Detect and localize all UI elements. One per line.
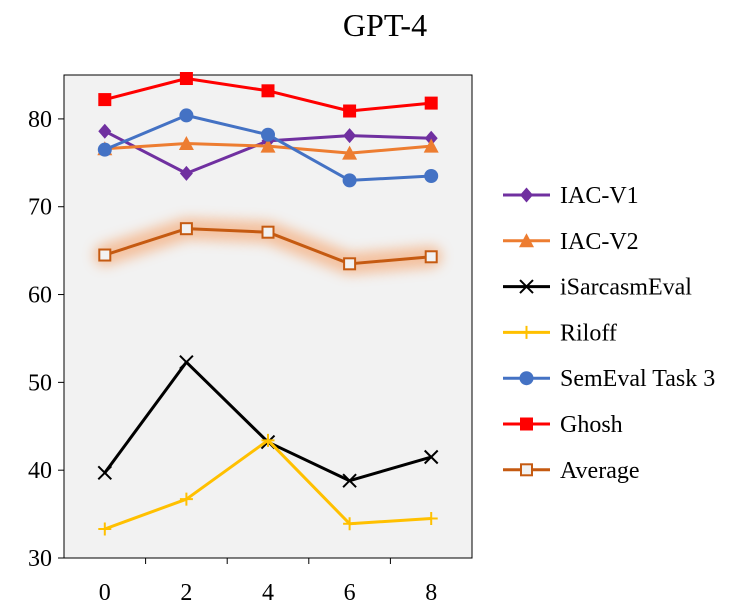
data-point [98, 522, 112, 536]
data-point [179, 222, 193, 236]
legend-marker [519, 371, 534, 386]
data-point [97, 465, 113, 481]
legend-item-ghosh: Ghosh [503, 412, 623, 438]
chart-title: GPT-4 [343, 7, 427, 43]
data-point [342, 173, 357, 188]
data-point [179, 165, 193, 181]
data-point [424, 168, 439, 183]
data-point [179, 354, 194, 370]
y-tick-label: 30 [28, 546, 52, 572]
y-tick-label: 40 [28, 458, 52, 484]
legend-marker [519, 279, 534, 294]
legend: IAC-V1 IAC-V2 iSarcasmEval Riloff SemEval Ta… [503, 183, 715, 484]
legend-item-semeval-task-3: SemEval Task 3 [503, 366, 715, 392]
legend-marker [520, 187, 533, 203]
legend-item-riloff: Riloff [503, 320, 617, 346]
data-point [98, 123, 112, 139]
x-tick-label: 2 [180, 580, 192, 606]
legend-marker [520, 463, 533, 477]
data-point [261, 84, 275, 98]
legend-label: IAC-V2 [560, 229, 639, 255]
legend-label: Average [560, 458, 640, 484]
data-point [424, 96, 438, 110]
data-point [261, 127, 275, 142]
data-point [98, 93, 112, 107]
y-tick-label: 80 [28, 107, 52, 133]
x-tick-label: 6 [344, 580, 356, 606]
legend-label: Riloff [560, 320, 617, 346]
y-tick-label: 50 [28, 370, 52, 396]
data-point [261, 225, 275, 239]
data-point [178, 135, 194, 150]
x-tick-label: 8 [425, 580, 437, 606]
data-point [423, 138, 439, 153]
data-point [179, 108, 194, 123]
data-point [179, 72, 193, 86]
x-axis: 0 2 4 6 8 [99, 558, 437, 606]
data-point [424, 250, 438, 264]
data-point [343, 257, 357, 271]
data-point [179, 492, 193, 506]
legend-label: SemEval Task 3 [560, 366, 715, 392]
series-average [93, 217, 443, 275]
series-semeval-task-3 [97, 108, 439, 188]
data-point [343, 128, 357, 144]
legend-label: IAC-V1 [560, 183, 639, 209]
data-point [342, 473, 357, 488]
legend-label: Ghosh [560, 412, 623, 438]
data-point [423, 449, 439, 465]
legend-item-isarcasmeval: iSarcasmEval [503, 275, 692, 301]
x-tick-label: 0 [99, 580, 111, 606]
data-point [260, 138, 276, 153]
data-point [424, 130, 438, 146]
data-point [98, 248, 112, 262]
data-point [261, 433, 275, 447]
y-axis: 30 40 50 60 70 80 [28, 107, 64, 572]
legend-marker [519, 233, 534, 248]
legend-label: iSarcasmEval [560, 275, 692, 301]
y-tick-label: 70 [28, 195, 52, 221]
plot-area [63, 74, 473, 559]
data-point [343, 517, 357, 531]
series-layer [93, 72, 443, 536]
data-point [424, 511, 438, 525]
legend-item-iac-v1: IAC-V1 [503, 183, 639, 209]
series-ghosh [98, 72, 438, 118]
data-point [342, 145, 358, 160]
data-point [97, 142, 112, 157]
x-tick-label: 4 [262, 580, 274, 606]
legend-item-average: Average [503, 458, 640, 484]
legend-item-iac-v2: IAC-V2 [503, 229, 639, 255]
legend-marker [520, 417, 533, 431]
series-riloff [98, 433, 438, 536]
data-point [343, 104, 357, 118]
legend-marker [520, 325, 533, 339]
y-tick-label: 60 [28, 283, 52, 309]
